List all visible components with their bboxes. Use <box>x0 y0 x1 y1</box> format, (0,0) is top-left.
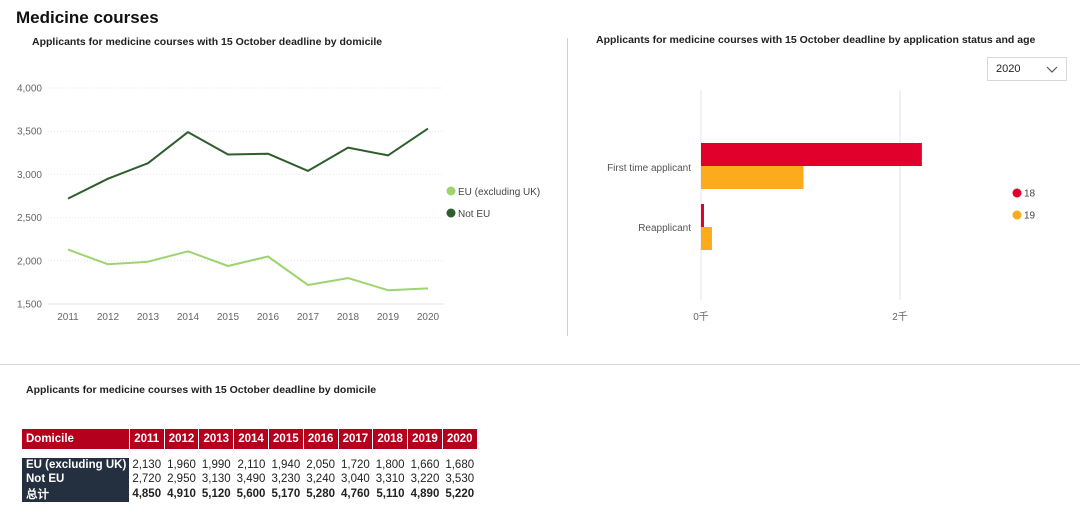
table-cell: 1,720 <box>341 459 370 471</box>
page-title: Medicine courses <box>16 8 159 27</box>
x-tick-label: 2017 <box>297 312 320 323</box>
legend-label: 18 <box>1024 189 1036 200</box>
table-row: 总计 4,850 4,910 5,120 5,600 5,170 5,280 4,760 5,1… <box>22 486 477 502</box>
table-title: Applicants for medicine courses with 15 … <box>26 384 377 396</box>
table-cell: 2,130 <box>132 459 162 471</box>
table-cell: 4,910 <box>167 488 196 500</box>
table-cell: 2,720 <box>132 473 162 485</box>
row-header: EU (excluding UK) <box>22 458 130 472</box>
table-cell: 1,680 <box>445 459 475 471</box>
x-tick-label: 2020 <box>417 312 440 323</box>
x-tick-label: 2014 <box>177 312 200 323</box>
legend-marker <box>446 186 456 196</box>
column-header-2017: 2017 <box>338 429 374 449</box>
column-header-2014: 2014 <box>233 429 269 449</box>
table-spacer <box>22 449 477 458</box>
table-cell: 3,130 <box>201 473 231 485</box>
table-cell: 3,490 <box>236 473 266 485</box>
bar-chart-title: Applicants for medicine courses with 15 … <box>596 34 1036 46</box>
legend-marker <box>446 208 456 218</box>
table-cell: 5,110 <box>376 488 405 500</box>
bar-18 <box>701 143 922 166</box>
legend-label: Not EU <box>458 209 490 220</box>
legend-label: 19 <box>1024 211 1036 222</box>
table-cell: 4,760 <box>341 488 370 500</box>
table-cell: 5,120 <box>201 488 231 500</box>
year-filter-value: 2020 <box>996 63 1021 75</box>
category-label: First time applicant <box>607 163 691 174</box>
x-tick-label: 2018 <box>337 312 360 323</box>
table-cell: 1,960 <box>167 459 196 471</box>
table-cell: 5,280 <box>306 488 335 500</box>
bar-19 <box>701 166 804 189</box>
table-cell: 1,800 <box>375 459 405 471</box>
domicile-table: Domicile 2011 2012 2013 2014 2015 2016 2017 2018… <box>22 429 478 502</box>
line-chart-title: Applicants for medicine courses with 15 … <box>32 36 383 48</box>
y-tick-label: 3,500 <box>17 127 42 138</box>
column-header-2011: 2011 <box>129 429 165 449</box>
column-header-2016: 2016 <box>303 429 339 449</box>
table-cell: 3,040 <box>341 473 370 485</box>
bar-19 <box>701 227 712 250</box>
x-tick-label: 2千 <box>892 311 908 323</box>
column-header-2013: 2013 <box>198 429 235 449</box>
column-header-2020: 2020 <box>442 429 478 449</box>
y-tick-label: 1,500 <box>17 300 42 311</box>
table-cell: 3,220 <box>410 473 440 485</box>
table-cell: 2,110 <box>237 459 266 471</box>
table-cell: 4,890 <box>410 488 440 500</box>
table-cell: 2,050 <box>306 459 335 471</box>
table-cell: 5,600 <box>236 488 266 500</box>
table-cell: 4,850 <box>132 488 162 500</box>
table-row: EU (excluding UK) 2,130 1,960 1,990 2,110 1,9… <box>22 458 477 472</box>
legend-marker <box>1012 188 1022 198</box>
table-header-row: Domicile 2011 2012 2013 2014 2015 2016 2017 2018… <box>22 429 478 449</box>
table-cell: 3,310 <box>375 473 405 485</box>
y-tick-label: 2,500 <box>17 213 42 224</box>
bar-18 <box>701 204 704 227</box>
table-cell: 5,170 <box>271 488 301 500</box>
legend-marker <box>1012 210 1022 220</box>
x-tick-label: 2011 <box>57 312 79 323</box>
table-row: Not EU 2,720 2,950 3,130 3,490 3,230 3,240 3,04… <box>22 472 477 486</box>
legend-label: EU (excluding UK) <box>458 187 540 198</box>
panel-divider <box>567 38 568 336</box>
column-header-2015: 2015 <box>268 429 304 449</box>
row-header: Not EU <box>22 472 130 486</box>
table-cell: 5,220 <box>445 488 475 500</box>
x-tick-label: 2015 <box>217 312 240 323</box>
x-tick-label: 2016 <box>257 312 280 323</box>
category-label: Reapplicant <box>638 223 691 234</box>
y-tick-label: 4,000 <box>17 84 42 95</box>
column-header-domicile: Domicile <box>22 429 130 449</box>
y-tick-label: 3,000 <box>17 170 42 181</box>
table-cell: 2,950 <box>167 473 196 485</box>
series-line-not-eu <box>67 127 429 200</box>
year-filter-dropdown[interactable]: 2020 <box>987 57 1067 81</box>
column-header-2012: 2012 <box>164 429 200 449</box>
table-cell: 1,660 <box>410 459 440 471</box>
x-tick-label: 2013 <box>137 312 160 323</box>
column-header-2019: 2019 <box>407 429 443 449</box>
table-cell: 3,230 <box>271 473 301 485</box>
table-cell: 1,940 <box>271 459 301 471</box>
x-tick-label: 2019 <box>377 312 400 323</box>
column-header-2018: 2018 <box>372 429 409 449</box>
x-tick-label: 2012 <box>97 312 120 323</box>
chevron-down-icon <box>1046 66 1058 73</box>
x-tick-label: 0千 <box>693 311 709 323</box>
series-line-eu <box>67 248 429 292</box>
y-tick-label: 2,000 <box>17 256 42 267</box>
table-cell: 1,990 <box>201 459 231 471</box>
row-header: 总计 <box>22 486 130 502</box>
section-divider <box>0 364 1080 365</box>
table-cell: 3,530 <box>445 473 475 485</box>
table-cell: 3,240 <box>306 473 335 485</box>
